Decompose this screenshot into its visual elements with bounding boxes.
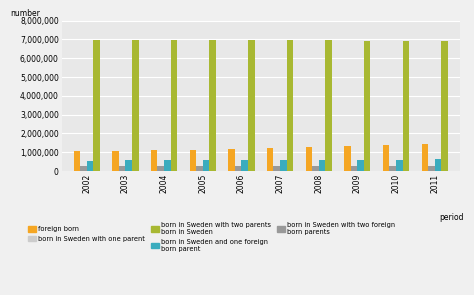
Bar [171,40,177,171]
Bar [119,166,126,171]
Bar [190,150,196,171]
Bar [421,144,428,171]
Bar [151,150,157,171]
Bar [157,166,164,171]
Bar [93,40,100,171]
Bar [383,145,390,171]
Bar [203,160,210,171]
Bar [390,166,396,171]
Text: number: number [10,9,40,18]
Bar [441,41,448,171]
Bar [87,160,93,171]
Bar [80,166,87,171]
Bar [364,41,371,171]
Bar [402,41,409,171]
Bar [210,40,216,171]
Bar [280,160,287,171]
Bar [196,166,203,171]
Bar [428,166,435,171]
Bar [241,160,248,171]
Bar [435,159,441,171]
Bar [126,160,132,171]
Bar [344,146,351,171]
Bar [287,40,293,171]
Bar [235,166,241,171]
Bar [267,148,273,171]
Legend: foreign born, born in Sweden with one parent, born in Sweden with two parents
bo: foreign born, born in Sweden with one pa… [25,219,398,254]
Bar [319,160,325,171]
Bar [306,147,312,171]
Bar [164,160,171,171]
Bar [357,160,364,171]
Bar [273,166,280,171]
Bar [351,166,357,171]
Bar [112,151,119,171]
Bar [325,40,332,171]
Bar [73,151,80,171]
Bar [248,40,255,171]
Bar [132,40,138,171]
Bar [396,160,402,171]
Bar [312,166,319,171]
Text: period: period [439,213,464,222]
Bar [228,149,235,171]
